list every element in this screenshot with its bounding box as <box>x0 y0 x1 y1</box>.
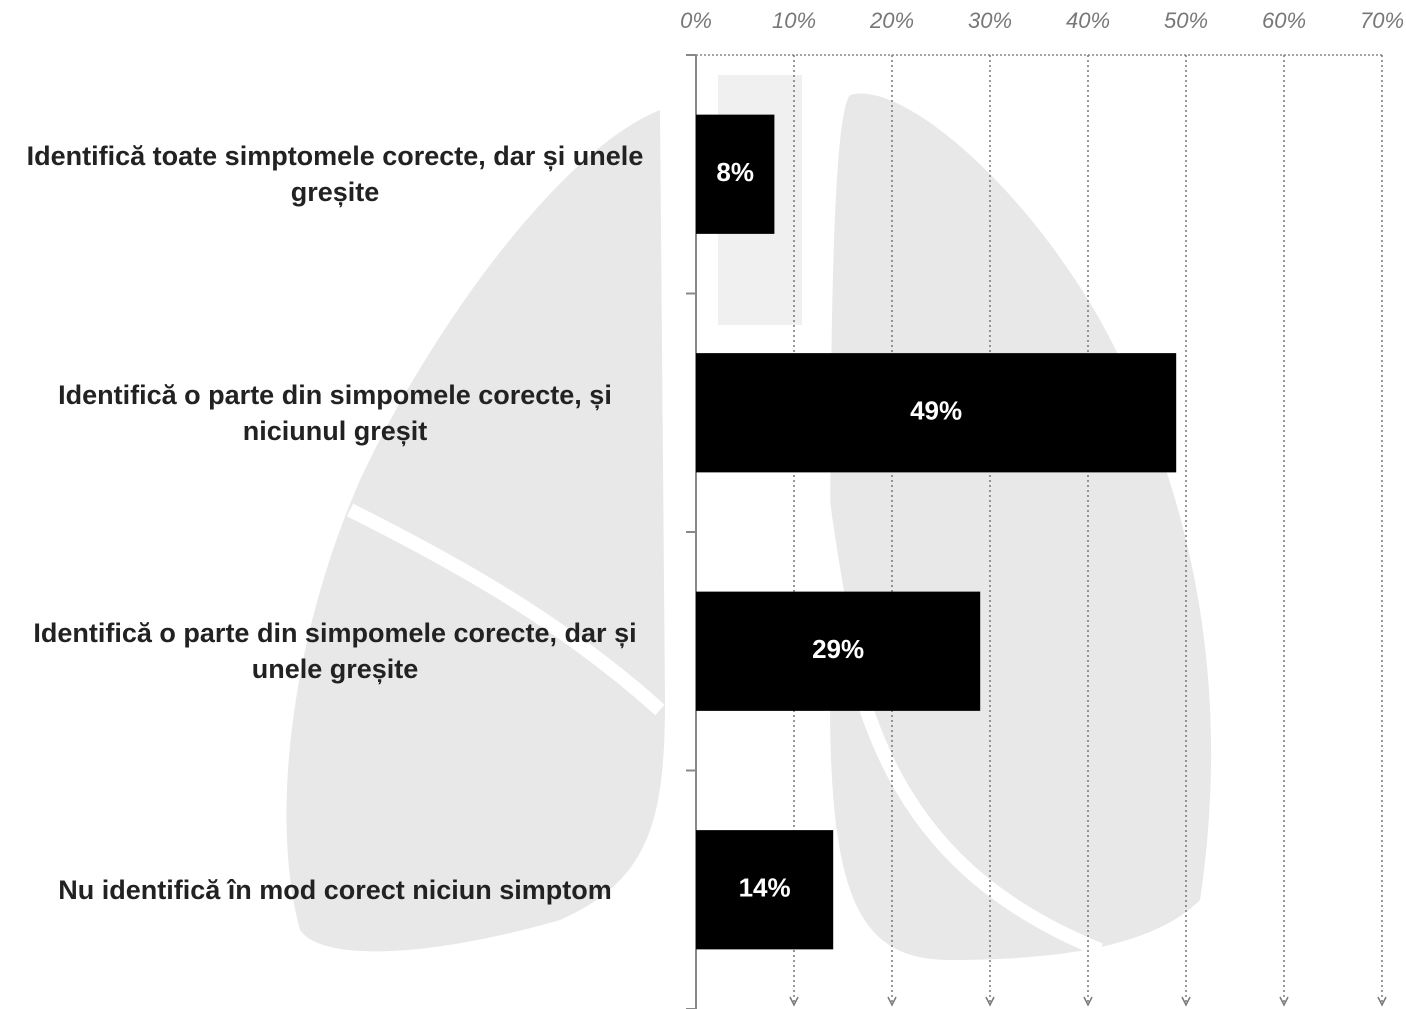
x-tick-label: 40% <box>1066 8 1110 33</box>
value-label: 49% <box>910 396 962 426</box>
category-label: Nu identifică în mod corect niciun simpt… <box>4 771 666 1009</box>
category-label: Identifică toate simptomele corecte, dar… <box>4 55 666 294</box>
x-tick-label: 30% <box>968 8 1012 33</box>
x-tick-label: 10% <box>772 8 816 33</box>
x-tick-label: 20% <box>869 8 914 33</box>
category-label: Identifică o parte din simpomele corecte… <box>4 532 666 771</box>
x-tick-label: 60% <box>1262 8 1306 33</box>
x-tick-label: 50% <box>1164 8 1208 33</box>
category-label: Identifică o parte din simpomele corecte… <box>4 294 666 533</box>
right-lung <box>830 94 1211 960</box>
x-tick-label: 0% <box>680 8 712 33</box>
value-label: 29% <box>812 634 864 664</box>
value-label: 14% <box>739 873 791 903</box>
value-label: 8% <box>716 157 754 187</box>
x-tick-label: 70% <box>1360 8 1404 33</box>
page: 0%10%20%30%40%50%60%70%8%49%29%14% (() =… <box>0 0 1406 1009</box>
